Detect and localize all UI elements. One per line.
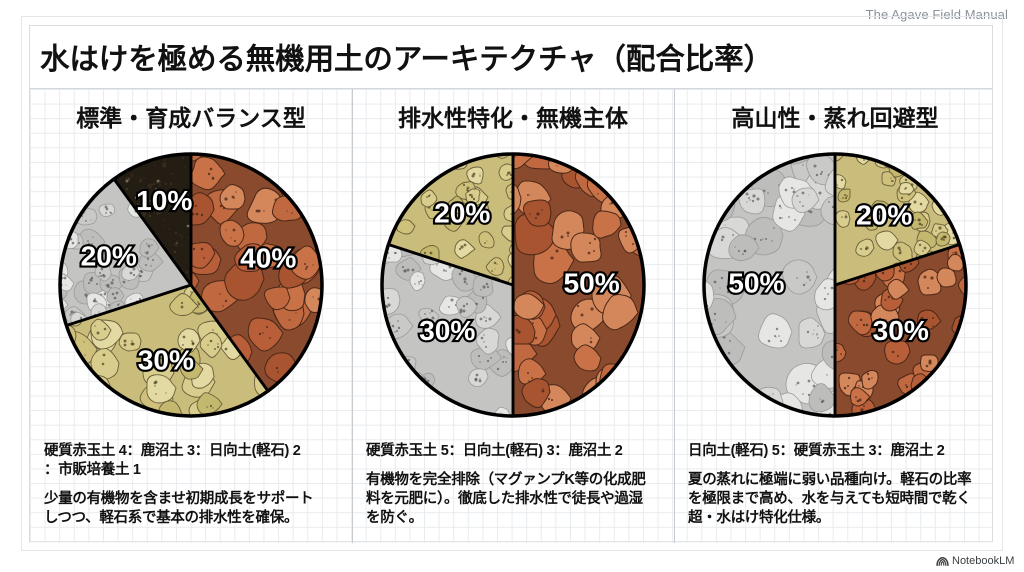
svg-text:20%: 20% bbox=[434, 198, 490, 229]
svg-text:20%: 20% bbox=[856, 200, 912, 231]
svg-text:20%: 20% bbox=[81, 241, 137, 272]
svg-text:30%: 30% bbox=[419, 315, 475, 346]
svg-text:50%: 50% bbox=[728, 267, 784, 298]
svg-text:50%: 50% bbox=[563, 267, 619, 298]
svg-text:10%: 10% bbox=[136, 185, 192, 216]
svg-text:30%: 30% bbox=[138, 345, 194, 376]
svg-text:40%: 40% bbox=[240, 242, 296, 273]
svg-text:30%: 30% bbox=[873, 315, 929, 346]
